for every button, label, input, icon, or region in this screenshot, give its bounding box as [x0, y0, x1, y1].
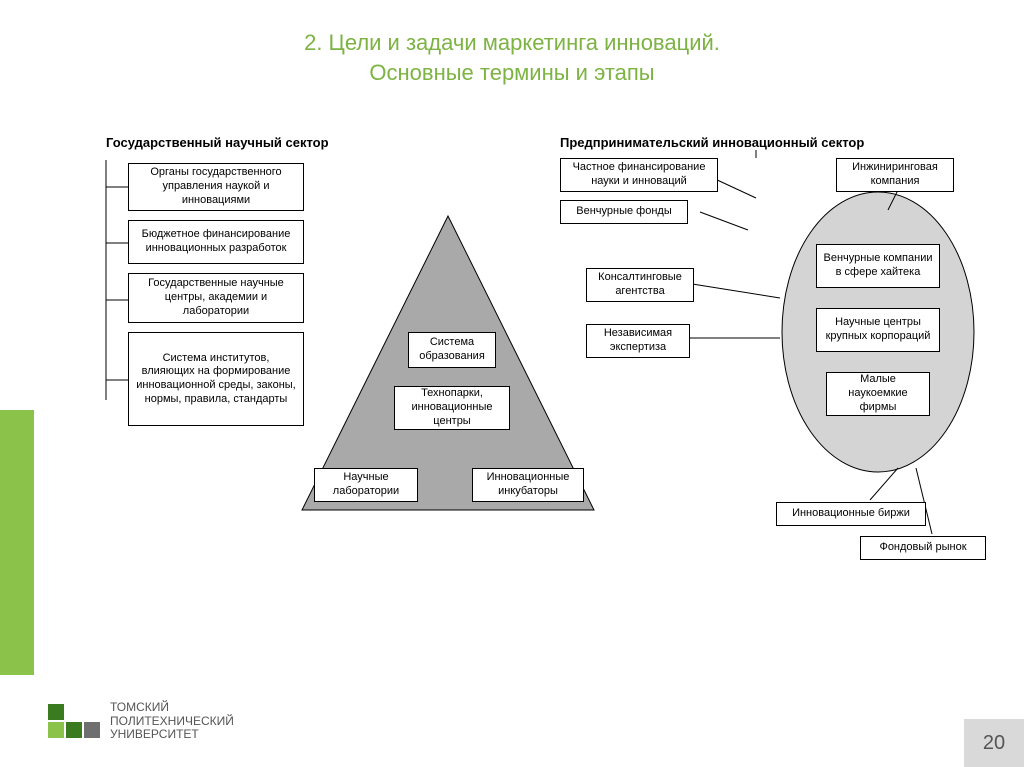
left-box-1: Органы государственного управления науко… [128, 163, 304, 211]
bottom-right-2: Фондовый рынок [860, 536, 986, 560]
diagram-canvas: Государственный научный сектор Предприни… [0, 0, 1024, 767]
left-section-header: Государственный научный сектор [106, 135, 329, 150]
right-section-header: Предпринимательский инновационный сектор [560, 135, 864, 150]
mid-box-1: Частное финансирование науки и инноваций [560, 158, 718, 192]
page-number: 20 [964, 719, 1024, 767]
mid-box-4: Независимая экспертиза [586, 324, 690, 358]
ellipse-box-b: Научные центры крупных корпораций [816, 308, 940, 352]
tpu-logo [48, 704, 100, 738]
pyramid-box-top: Система образования [408, 332, 496, 368]
footer: ТОМСКИЙ ПОЛИТЕХНИЧЕСКИЙ УНИВЕРСИТЕТ [48, 701, 234, 741]
left-box-2: Бюджетное финансирование инновационных р… [128, 220, 304, 264]
logo-line3: УНИВЕРСИТЕТ [110, 728, 234, 741]
mid-box-3: Консалтинговые агентства [586, 268, 694, 302]
pyramid-box-bl: Научные лаборатории [314, 468, 418, 502]
left-box-3: Государственные научные центры, академии… [128, 273, 304, 323]
left-box-4: Система институтов, влияющих на формиров… [128, 332, 304, 426]
bottom-right-1: Инновационные биржи [776, 502, 926, 526]
ellipse-box-c: Малые наукоемкие фирмы [826, 372, 930, 416]
ellipse-box-a: Венчурные компании в сфере хайтека [816, 244, 940, 288]
mid-box-2: Венчурные фонды [560, 200, 688, 224]
pyramid-box-mid: Технопарки, инновационные центры [394, 386, 510, 430]
pyramid-box-br: Инновационные инкубаторы [472, 468, 584, 502]
logo-line1: ТОМСКИЙ [110, 701, 234, 714]
logo-text: ТОМСКИЙ ПОЛИТЕХНИЧЕСКИЙ УНИВЕРСИТЕТ [110, 701, 234, 741]
logo-line2: ПОЛИТЕХНИЧЕСКИЙ [110, 715, 234, 728]
ellipse-top-box: Инжиниринговая компания [836, 158, 954, 192]
